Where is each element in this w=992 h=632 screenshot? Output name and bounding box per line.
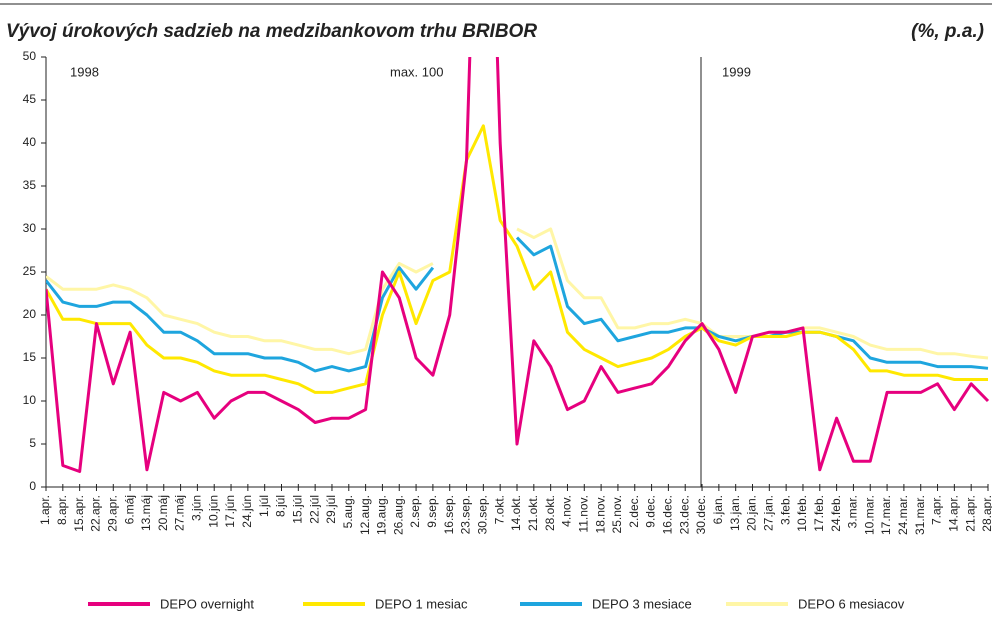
x-tick-label: 30.sep.: [476, 495, 490, 534]
x-tick-label: 10.feb.: [795, 495, 809, 532]
series-line: [46, 124, 988, 394]
x-tick-label: 30.dec.: [694, 495, 708, 534]
x-tick-label: 5.aug.: [341, 495, 355, 528]
x-tick-label: 9.sep.: [425, 495, 439, 528]
x-tick-label: 28.okt.: [543, 495, 557, 531]
legend-label: DEPO 6 mesiacov: [798, 596, 905, 611]
x-tick-label: 10.mar.: [862, 495, 876, 535]
x-tick-label: 18.nov.: [593, 495, 607, 533]
x-tick-label: 3.jún: [190, 495, 204, 521]
x-tick-label: 29.júl: [324, 495, 338, 524]
x-tick-label: 13.máj: [139, 495, 153, 531]
x-tick-label: 11.nov.: [576, 495, 590, 533]
y-tick-label: 15: [23, 350, 37, 364]
x-tick-label: 24.feb.: [829, 495, 843, 532]
x-tick-label: 6.jan.: [711, 495, 725, 524]
x-tick-label: 26.aug.: [391, 495, 405, 535]
x-tick-label: 25.nov.: [610, 495, 624, 533]
chart-subtitle: (%, p.a.): [911, 21, 984, 42]
x-tick-label: 1.apr.: [38, 495, 52, 525]
x-tick-label: 16.dec.: [661, 495, 675, 534]
annotation: max. 100: [390, 64, 443, 79]
series-line: [46, 57, 990, 474]
x-tick-label: 24.mar.: [896, 495, 910, 535]
y-tick-label: 25: [23, 264, 37, 278]
x-tick-label: 9.dec.: [644, 495, 658, 528]
x-tick-label: 3.mar.: [846, 495, 860, 528]
x-tick-label: 4.nov.: [560, 495, 574, 527]
x-tick-label: 20.máj: [156, 495, 170, 531]
y-tick-label: 30: [23, 221, 37, 235]
x-tick-label: 2.sep.: [408, 495, 422, 528]
x-tick-label: 13.jan.: [728, 495, 742, 531]
y-tick-label: 35: [23, 178, 37, 192]
legend-label: DEPO 3 mesiace: [592, 596, 692, 611]
x-tick-label: 20.jan.: [745, 495, 759, 531]
x-tick-label: 31.mar.: [913, 495, 927, 535]
x-tick-label: 23.sep.: [459, 495, 473, 534]
x-tick-label: 8.apr.: [55, 495, 69, 525]
x-tick-label: 16.sep.: [442, 495, 456, 534]
y-tick-label: 40: [23, 135, 37, 149]
y-tick-label: 0: [29, 479, 36, 493]
y-tick-label: 45: [23, 92, 37, 106]
series-line: [46, 266, 435, 373]
x-tick-label: 19.aug.: [375, 495, 389, 535]
x-tick-label: 24.jún: [240, 495, 254, 528]
legend-label: DEPO overnight: [160, 596, 254, 611]
x-tick-label: 7.apr.: [930, 495, 944, 525]
x-tick-label: 12.aug.: [358, 495, 372, 535]
plot-area: [46, 57, 990, 474]
x-tick-label: 2.dec.: [627, 495, 641, 528]
x-tick-label: 27.jan.: [761, 495, 775, 531]
x-tick-label: 8.júl: [274, 495, 288, 517]
x-tick-label: 22.apr.: [89, 495, 103, 532]
legend-label: DEPO 1 mesiac: [375, 596, 468, 611]
y-tick-label: 50: [23, 49, 37, 63]
x-tick-label: 1.júl: [257, 495, 271, 517]
x-tick-label: 21.okt.: [526, 495, 540, 531]
x-tick-label: 28.apr.: [980, 495, 992, 532]
x-tick-label: 15.júl: [290, 495, 304, 524]
x-tick-label: 3.feb.: [778, 495, 792, 525]
x-tick-label: 6.máj: [122, 495, 136, 524]
y-tick-label: 20: [23, 307, 37, 321]
x-tick-label: 27.máj: [173, 495, 187, 531]
x-tick-label: 14.apr.: [947, 495, 961, 532]
x-tick-label: 10.jún: [206, 495, 220, 528]
x-tick-label: 14.okt.: [509, 495, 523, 531]
x-tick-label: 7.okt.: [492, 495, 506, 524]
x-tick-label: 17.mar.: [879, 495, 893, 535]
x-tick-label: 23.dec.: [677, 495, 691, 534]
x-tick-label: 15.apr.: [72, 495, 86, 532]
chart-title: Vývoj úrokových sadzieb na medzibankovom…: [6, 21, 537, 42]
annotation: 1998: [70, 64, 99, 79]
x-tick-label: 17.feb.: [812, 495, 826, 532]
y-tick-label: 10: [23, 393, 37, 407]
x-tick-label: 17.jún: [223, 495, 237, 528]
series-line: [46, 261, 434, 356]
x-tick-label: 22.júl: [307, 495, 321, 524]
annotation: 1999: [722, 64, 751, 79]
y-tick-label: 5: [29, 436, 36, 450]
x-tick-label: 21.apr.: [963, 495, 977, 532]
x-tick-label: 29.apr.: [105, 495, 119, 532]
